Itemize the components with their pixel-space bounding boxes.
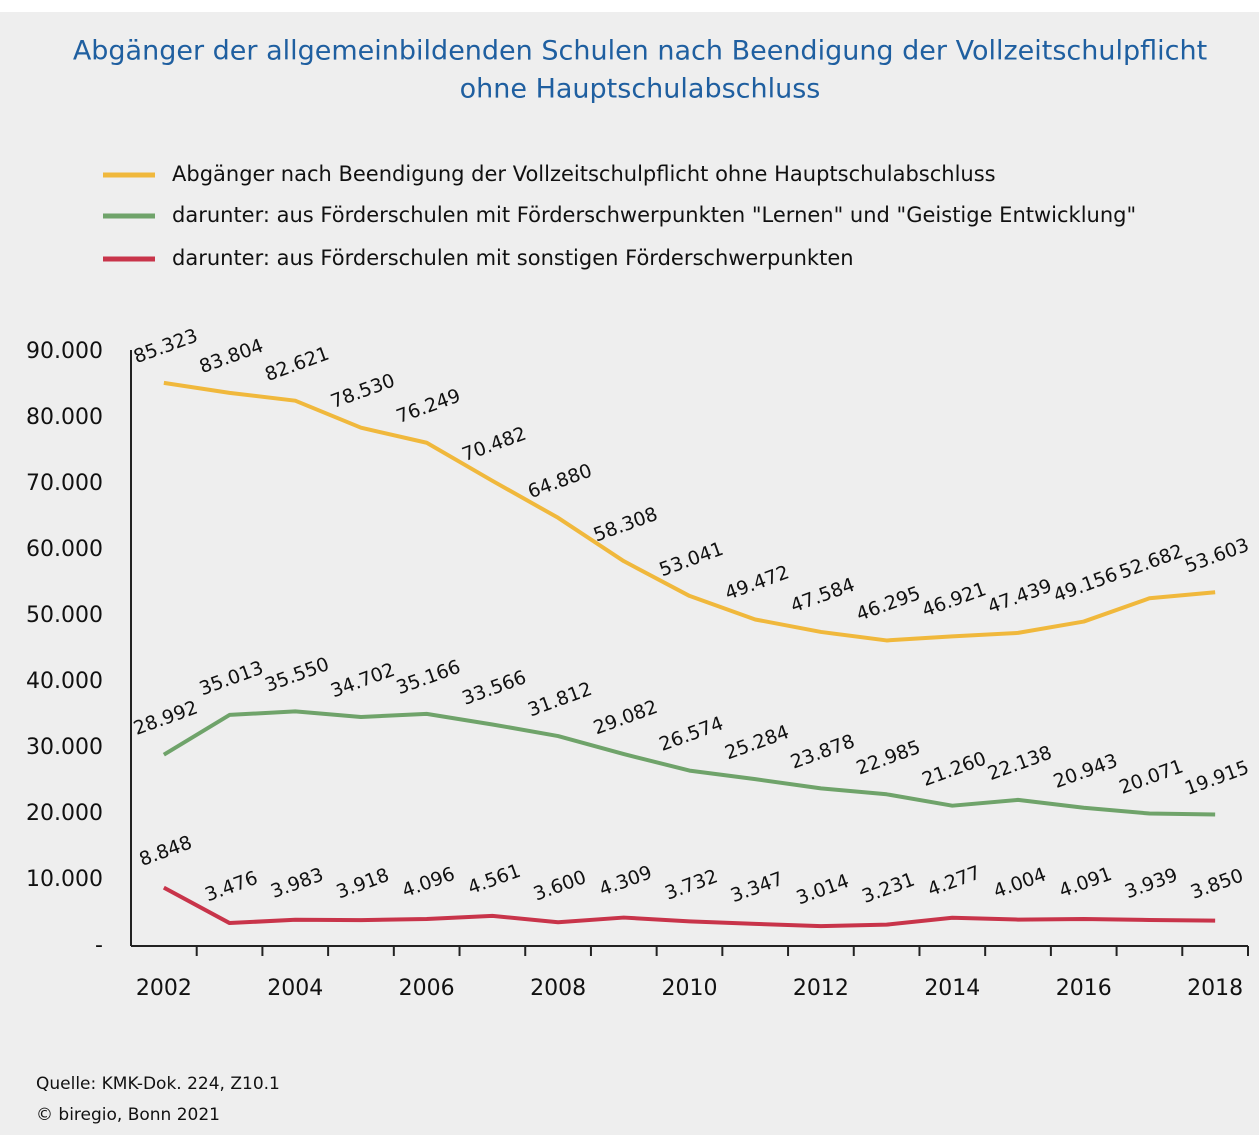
x-tick-label: 2016 <box>1056 976 1112 1001</box>
background <box>0 12 1259 1135</box>
y-tick-label: 50.000 <box>26 603 103 628</box>
chart-title: ohne Hauptschulabschluss <box>460 74 821 105</box>
x-tick-label: 2006 <box>399 976 455 1001</box>
y-tick-label: 30.000 <box>26 735 103 760</box>
y-tick-label: 80.000 <box>26 405 103 430</box>
series-line <box>162 885 1216 929</box>
x-tick-label: 2014 <box>924 976 980 1001</box>
x-tick-label: 2010 <box>662 976 718 1001</box>
x-tick-label: 2012 <box>793 976 849 1001</box>
y-tick-label: 10.000 <box>26 867 103 892</box>
chart-title: Abgänger der allgemeinbildenden Schulen … <box>73 36 1207 67</box>
y-tick-label: 40.000 <box>26 669 103 694</box>
y-tick-label: 90.000 <box>26 339 103 364</box>
x-tick-label: 2018 <box>1187 976 1243 1001</box>
y-tick-label: 70.000 <box>26 471 103 496</box>
legend-label: darunter: aus Förderschulen mit sonstige… <box>172 246 854 270</box>
y-tick-label: 20.000 <box>26 801 103 826</box>
series-line <box>162 709 1216 817</box>
source-note: Quelle: KMK-Dok. 224, Z10.1 <box>36 1074 280 1094</box>
y-tick-label: 60.000 <box>26 537 103 562</box>
legend-label: darunter: aus Förderschulen mit Fördersc… <box>172 203 1136 227</box>
x-tick-label: 2008 <box>530 976 586 1001</box>
y-tick-label: - <box>95 933 103 958</box>
x-tick-label: 2002 <box>136 976 192 1001</box>
x-tick-label: 2004 <box>267 976 323 1001</box>
source-note: © biregio, Bonn 2021 <box>36 1105 220 1125</box>
series-line <box>163 380 1216 643</box>
legend-label: Abgänger nach Beendigung der Vollzeitsch… <box>172 162 996 186</box>
